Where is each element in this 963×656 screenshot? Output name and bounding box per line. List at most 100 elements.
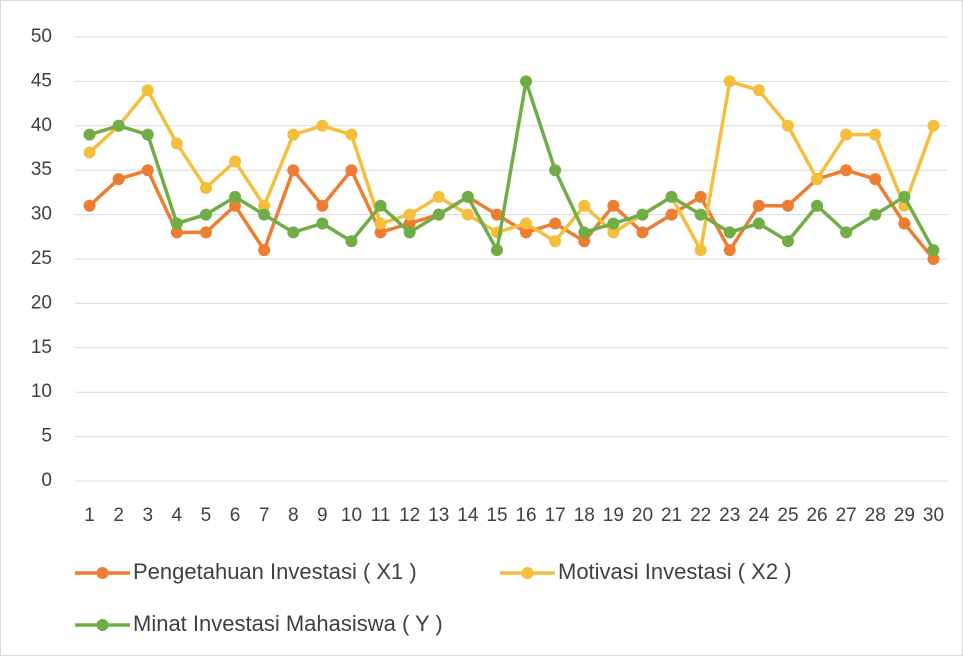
x-tick-label: 1	[84, 505, 95, 526]
data-point	[927, 119, 940, 132]
data-point	[752, 199, 765, 212]
x-tick-label: 25	[777, 505, 798, 526]
data-point	[316, 119, 329, 132]
data-point	[229, 199, 242, 212]
data-point	[345, 128, 358, 141]
data-point	[229, 155, 242, 168]
x-tick-label: 26	[806, 505, 827, 526]
data-point	[694, 208, 707, 221]
x-tick-label: 18	[574, 505, 595, 526]
data-point	[374, 199, 387, 212]
x-tick-label: 2	[113, 505, 124, 526]
data-point	[316, 199, 329, 212]
series-line	[88, 168, 935, 261]
data-point	[490, 208, 503, 221]
data-point	[287, 164, 300, 177]
x-tick-label: 10	[341, 505, 362, 526]
data-point	[636, 226, 649, 239]
x-tick-label: 20	[632, 505, 653, 526]
data-point	[840, 164, 853, 177]
data-point	[287, 226, 300, 239]
data-point	[781, 235, 794, 248]
data-point	[229, 190, 242, 203]
data-point	[723, 244, 736, 257]
data-point	[520, 75, 533, 88]
data-point	[723, 226, 736, 239]
data-point	[432, 208, 445, 221]
data-point	[607, 226, 620, 239]
data-point	[549, 235, 562, 248]
data-point	[345, 235, 358, 248]
data-point	[345, 164, 358, 177]
data-point	[578, 235, 591, 248]
x-tick-label: 29	[894, 505, 915, 526]
y-tick-label: 5	[41, 426, 52, 447]
x-tick-label: 27	[836, 505, 857, 526]
data-point	[170, 137, 183, 150]
x-tick-label: 8	[288, 505, 299, 526]
data-point	[578, 199, 591, 212]
data-point	[520, 217, 533, 230]
legend-label: Motivasi Investasi ( X2 )	[558, 559, 792, 584]
data-point	[316, 217, 329, 230]
y-tick-label: 25	[31, 248, 52, 269]
legend-label: Pengetahuan Investasi ( X1 )	[133, 559, 417, 584]
x-tick-label: 30	[923, 505, 944, 526]
legend-marker	[96, 567, 109, 579]
data-point	[927, 244, 940, 257]
data-point	[461, 190, 474, 203]
x-tick-label: 17	[545, 505, 566, 526]
data-point	[403, 226, 416, 239]
data-point	[578, 226, 591, 239]
data-point	[112, 119, 125, 132]
data-point	[141, 128, 154, 141]
data-point	[898, 217, 911, 230]
data-point	[490, 244, 503, 257]
data-point	[665, 190, 678, 203]
data-point	[927, 253, 940, 265]
y-tick-label: 50	[31, 26, 52, 47]
x-tick-label: 21	[661, 505, 682, 526]
data-point	[83, 128, 96, 141]
data-point	[258, 244, 271, 257]
data-point	[287, 128, 300, 141]
x-tick-label: 3	[142, 505, 153, 526]
data-point	[141, 164, 154, 177]
data-point	[869, 128, 882, 141]
legend-marker	[521, 567, 534, 579]
data-point	[374, 217, 387, 230]
data-point	[432, 190, 445, 203]
data-point	[199, 226, 212, 239]
data-point	[520, 226, 533, 239]
series-line	[88, 79, 936, 252]
legend-marker	[96, 619, 109, 631]
data-point	[898, 190, 911, 203]
data-point	[840, 226, 853, 239]
data-point	[374, 226, 387, 239]
y-tick-label: 20	[31, 292, 52, 313]
y-tick-label: 30	[31, 204, 52, 225]
data-point	[869, 173, 882, 186]
legend-label: Minat Investasi Mahasiswa ( Y )	[133, 611, 443, 636]
data-point	[141, 84, 154, 97]
x-tick-label: 11	[371, 505, 391, 526]
data-point	[549, 217, 562, 230]
x-tick-label: 4	[172, 505, 183, 526]
data-point	[781, 199, 794, 212]
x-tick-label: 13	[428, 505, 449, 526]
x-tick-label: 19	[603, 505, 624, 526]
x-tick-label: 16	[515, 505, 536, 526]
y-tick-label: 0	[41, 470, 52, 491]
data-point	[112, 173, 125, 186]
data-point	[811, 173, 824, 186]
y-tick-label: 45	[31, 70, 52, 91]
y-tick-label: 15	[31, 337, 52, 358]
data-point	[607, 199, 620, 212]
data-point	[694, 244, 707, 257]
x-tick-label: 14	[457, 505, 479, 526]
x-tick-label: 15	[486, 505, 507, 526]
x-tick-label: 6	[230, 505, 241, 526]
x-tick-label: 22	[690, 505, 711, 526]
data-point	[83, 199, 96, 212]
